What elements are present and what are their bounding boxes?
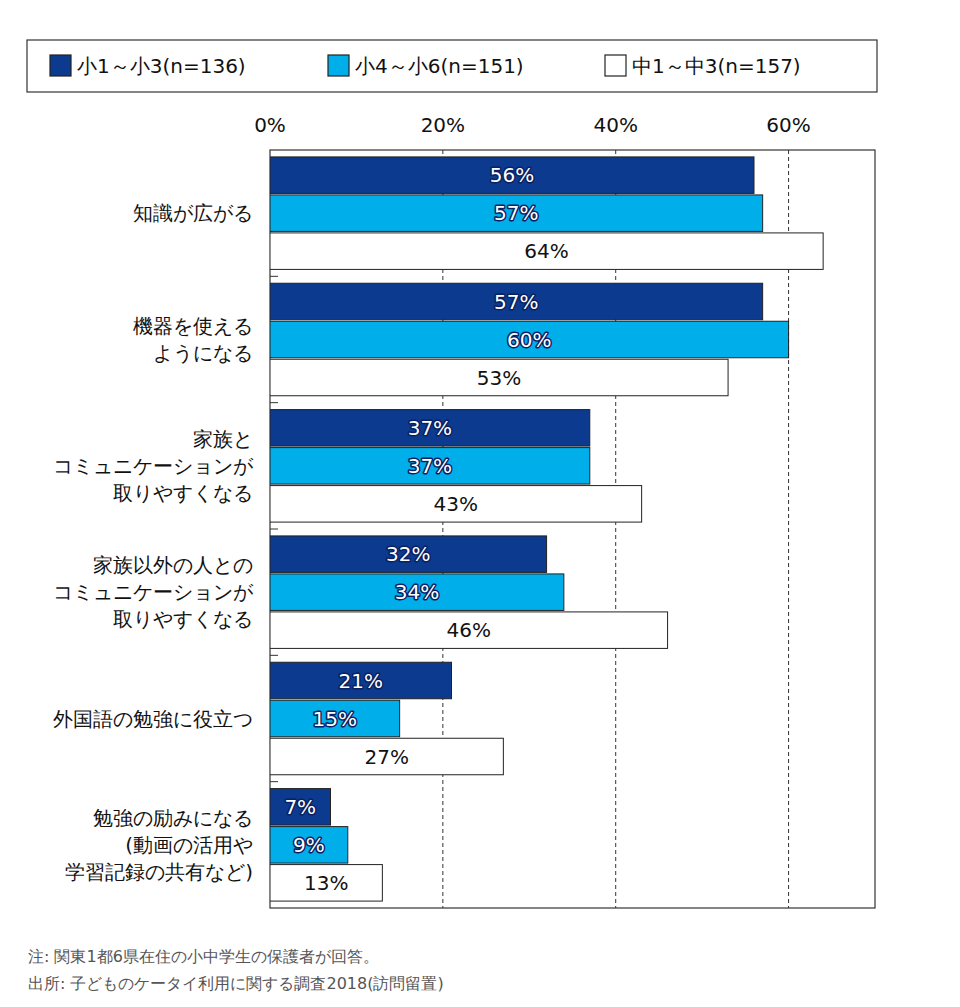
data-label: 43% [434,492,478,516]
category-tick [270,655,278,656]
bar [270,865,382,902]
category-line: 取りやすくなる [113,607,253,631]
category-tick [270,276,278,277]
legend-label: 中1～中3(n=157) [632,54,801,78]
legend-swatch [328,55,349,76]
category-line: 学習記録の共有など) [65,860,253,884]
tick-label: 20% [421,113,465,137]
data-label: 37% [408,454,452,478]
category-line: ようになる [153,341,253,365]
data-label: 34% [395,580,439,604]
data-label: 46% [447,618,491,642]
category-label: 外国語の勉強に役立つ [53,707,253,731]
bar [270,359,728,396]
data-label: 15% [313,707,357,731]
legend: 小1～小3(n=136) 小4～小6(n=151) 中1～中3(n=157) [27,40,877,92]
category-tick [270,781,278,782]
category-label: 機器を使えるようになる [133,314,253,365]
bars [270,157,823,901]
tick-label: 60% [766,113,810,137]
data-label: 32% [386,542,430,566]
legend-swatch [605,55,626,76]
data-label: 57% [494,201,538,225]
category-label: 家族とコミュニケーションが取りやすくなる [53,427,254,505]
bar [270,486,642,523]
category-line: (動画の活用や [125,833,253,857]
bar [270,157,754,194]
data-label: 37% [408,416,452,440]
category-line: コミュニケーションが [53,580,254,604]
category-tick [270,402,278,403]
bar [270,700,400,737]
legend-frame [27,40,877,92]
bar [270,827,348,864]
bar [270,536,547,573]
category-line: コミュニケーションが [53,454,254,478]
bar [270,283,763,320]
legend-label: 小4～小6(n=151) [355,54,524,78]
category-line: 外国語の勉強に役立つ [53,707,253,731]
bar [270,574,564,611]
note: 注: 関東1都6県在住の小中学生の保護者が回答。 [28,947,379,966]
legend-label: 小1～小3(n=136) [77,54,246,78]
data-label: 9% [293,833,325,857]
category-line: 家族以外の人との [93,553,253,577]
bar [270,448,590,485]
category-line: 取りやすくなる [113,481,253,505]
data-label: 64% [524,239,568,263]
category-label: 知識が広がる [133,201,253,225]
category-line: 勉強の励みになる [93,806,253,830]
bar [270,410,590,447]
data-label: 7% [284,795,316,819]
category-tick [270,529,278,530]
plot-frame [270,150,875,908]
legend-swatch [50,55,71,76]
category-line: 機器を使える [133,314,253,338]
bar [270,195,763,232]
bar [270,612,668,649]
bar [270,321,789,358]
chart: 小1～小3(n=136) 小4～小6(n=151) 中1～中3(n=157) 0% 20… [0,0,960,1007]
data-label: 60% [507,328,551,352]
tick-label: 0% [254,113,286,137]
data-label: 27% [364,745,408,769]
category-labels: 知識が広がる機器を使えるようになる家族とコミュニケーションが取りやすくなる家族以… [53,201,254,884]
tick-label: 40% [593,113,637,137]
data-label: 57% [494,290,538,314]
data-label: 13% [304,871,348,895]
bar [270,662,452,699]
category-label: 勉強の励みになる (動画の活用や学習記録の共有など) [65,806,253,884]
category-line: 家族と [193,427,253,451]
notes: 注: 関東1都6県在住の小中学生の保護者が回答。出所: 子どものケータイ利用に関… [28,947,444,993]
category-line: 知識が広がる [133,201,253,225]
data-labels: 56% 57% 64% 57% 60% 53% 37% 37% 43% 32% 34% 46% 21% 1… [284,163,568,895]
bar [270,738,503,775]
data-label: 53% [477,366,521,390]
data-label: 21% [339,669,383,693]
note: 出所: 子どものケータイ利用に関する調査2018(訪問留置) [28,974,444,993]
bar [270,233,823,270]
bar [270,789,331,826]
category-label: 家族以外の人とのコミュニケーションが取りやすくなる [53,553,254,631]
data-label: 56% [490,163,534,187]
